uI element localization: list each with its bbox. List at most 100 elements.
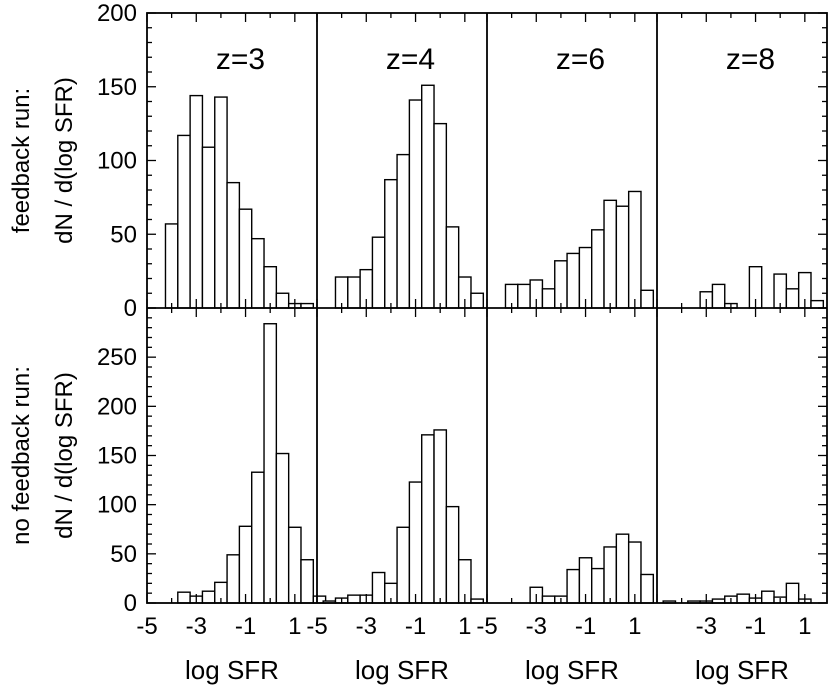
x-tick-label: -5 — [306, 613, 327, 640]
row-label-0: feedback run: — [8, 88, 35, 233]
histogram-bar-r0-c1-b4 — [384, 178, 398, 309]
histogram-bar-r1-c2-b1 — [541, 595, 556, 604]
y-axis-title-0: dN / d(log SFR) — [51, 77, 78, 244]
histogram-bar-r0-c0-b3 — [201, 146, 216, 309]
histogram-bar-r1-c2-b5 — [591, 567, 605, 604]
histogram-bar-r1-c1-b10 — [445, 505, 460, 604]
x-tick-label: -1 — [235, 613, 256, 640]
histogram-bar-r0-c0-b6 — [238, 208, 253, 309]
y-tick-label: 100 — [97, 148, 137, 175]
histogram-bar-r1-c0-b9 — [287, 526, 302, 604]
y-tick-label: 150 — [97, 74, 137, 101]
panel-label-2: z=6 — [556, 43, 605, 76]
panel-label-1: z=4 — [386, 43, 435, 76]
y-tick-label: 50 — [110, 541, 137, 568]
y-tick-label: 0 — [124, 295, 137, 322]
histogram-bar-r0-c0-b0 — [164, 223, 179, 309]
y-axis-title-1: dN / d(log SFR) — [51, 372, 78, 539]
panel-label-3: z=8 — [726, 43, 775, 76]
histogram-bar-r0-c1-b6 — [408, 99, 423, 309]
x-axis-title-1: log SFR — [355, 655, 449, 685]
histogram-bar-r1-c0-b2 — [201, 590, 216, 604]
x-tick-label: -1 — [575, 613, 596, 640]
histogram-bar-r0-c2-b5 — [566, 252, 581, 309]
histogram-bar-r0-c0-b5 — [226, 181, 241, 309]
histogram-bar-r1-c2-b3 — [566, 568, 581, 604]
histogram-bar-r0-c1-b7 — [421, 84, 435, 309]
histogram-bar-r0-c3-b6 — [785, 288, 800, 309]
histogram-bar-r0-c2-b8 — [603, 199, 618, 309]
y-tick-label: 200 — [97, 0, 137, 27]
histogram-bar-r1-c3-b9 — [785, 582, 800, 604]
x-tick-label: -1 — [405, 613, 426, 640]
x-tick-label: -3 — [186, 613, 207, 640]
histogram-bar-r0-c0-b8 — [263, 266, 278, 309]
histogram-bar-r0-c2-b4 — [554, 260, 568, 309]
histogram-bar-r0-c2-b6 — [578, 246, 593, 309]
y-tick-label: 150 — [97, 443, 137, 470]
histogram-bar-r1-c2-b7 — [615, 533, 630, 604]
histogram-bar-r1-c2-b8 — [627, 541, 642, 604]
x-tick-label: 1 — [458, 613, 471, 640]
histogram-bar-r0-c2-b7 — [591, 229, 605, 309]
histogram-bar-r0-c0-b1 — [177, 134, 191, 309]
histogram-bar-r0-c2-b1 — [517, 283, 531, 309]
row-label-1: no feedback run: — [8, 366, 35, 545]
histogram-bar-r1-c3-b7 — [761, 590, 775, 604]
x-tick-label: 1 — [288, 613, 301, 640]
histogram-bar-r1-c0-b5 — [238, 525, 253, 604]
histogram-bar-r0-c2-b9 — [615, 205, 630, 309]
histogram-bar-r1-c0-b8 — [275, 452, 290, 604]
histogram-bar-r0-c1-b9 — [445, 226, 460, 309]
histogram-bar-r1-c3-b5 — [736, 593, 751, 604]
x-tick-label: -5 — [476, 613, 497, 640]
histogram-bar-r1-c2-b9 — [640, 573, 655, 604]
histogram-bar-r0-c2-b10 — [627, 190, 642, 309]
y-tick-label: 100 — [97, 492, 137, 519]
histogram-bar-r1-c0-b7 — [263, 323, 278, 604]
x-axis-title-2: log SFR — [525, 655, 619, 685]
histogram-bar-r0-c3-b8 — [810, 299, 825, 309]
histogram-bar-r1-c0-b10 — [300, 559, 315, 604]
x-tick-label: 1 — [798, 613, 811, 640]
histogram-bar-r1-c2-b6 — [603, 546, 618, 604]
histogram-bar-r0-c0-b4 — [214, 96, 228, 309]
histogram-bar-r0-c1-b1 — [347, 276, 361, 309]
x-axis-title-3: log SFR — [695, 655, 789, 685]
histogram-bar-r0-c2-b3 — [541, 288, 556, 309]
histogram-bar-r1-c0-b4 — [226, 554, 241, 604]
panel-label-0: z=3 — [216, 43, 265, 76]
histogram-bar-r1-c1-b2 — [347, 594, 361, 604]
histogram-bar-r1-c1-b4 — [371, 571, 386, 604]
histogram-bar-r0-c1-b5 — [396, 153, 411, 309]
histogram-bar-r0-c1-b11 — [470, 292, 485, 309]
x-tick-label: -3 — [526, 613, 547, 640]
ticks-layer — [146, 12, 827, 604]
frame-layer — [146, 12, 828, 604]
x-tick-label: -3 — [696, 613, 717, 640]
x-tick-label: -5 — [136, 613, 157, 640]
histogram-bar-r1-c1-b7 — [408, 481, 423, 604]
histogram-bar-r0-c0-b9 — [275, 292, 290, 309]
histogram-bar-r0-c1-b8 — [433, 122, 448, 309]
x-tick-label: 1 — [628, 613, 641, 640]
bars-layer — [164, 84, 825, 604]
histogram-bar-r1-c0-b6 — [251, 471, 265, 604]
histogram-bar-r0-c3-b5 — [773, 273, 788, 309]
x-tick-label: -3 — [356, 613, 377, 640]
y-tick-label: 200 — [97, 393, 137, 420]
x-axis-title-0: log SFR — [185, 655, 279, 685]
y-tick-label: 0 — [124, 590, 137, 617]
histogram-bar-r1-c1-b9 — [433, 429, 448, 604]
histogram-bar-r0-c2-b11 — [640, 289, 655, 309]
histogram-bar-r0-c0-b2 — [189, 94, 204, 309]
histogram-bar-r1-c1-b6 — [396, 526, 411, 604]
histogram-bar-r0-c1-b3 — [371, 236, 386, 309]
histogram-bar-r0-c0-b7 — [251, 237, 265, 309]
y-tick-label: 50 — [110, 221, 137, 248]
y-tick-label: 250 — [97, 344, 137, 371]
x-tick-label: -1 — [745, 613, 766, 640]
histogram-bar-r0-c3-b1 — [711, 283, 726, 309]
